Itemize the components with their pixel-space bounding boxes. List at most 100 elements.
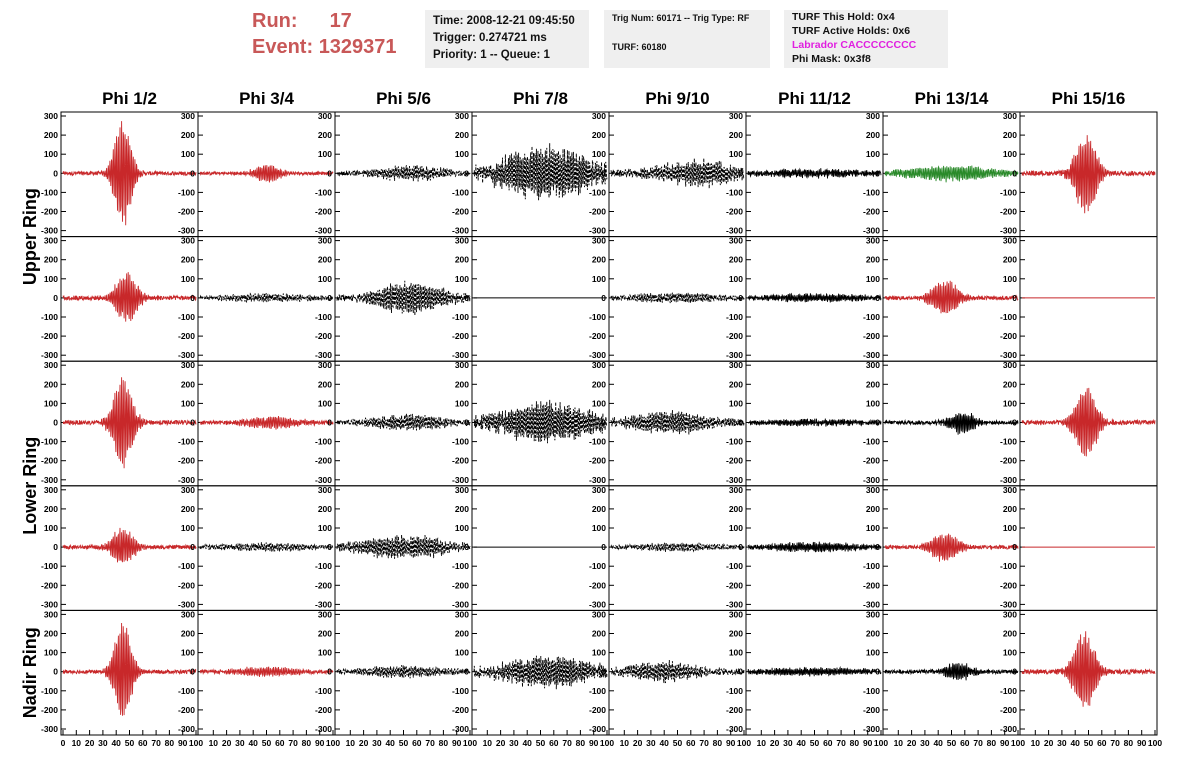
y-tick-label-r2-c0-3: 0 [53, 418, 58, 428]
run-row: Run: 17 [252, 8, 397, 34]
y-tick-label-r0-c2-5: 200 [318, 130, 332, 140]
column-header-8: Phi 15/16 [1052, 89, 1126, 108]
y-tick-label-r1-c7-5: 200 [1003, 255, 1017, 265]
y-tick-label-r3-c1-3: 0 [190, 542, 195, 552]
y-tick-label-r4-c5-1: -200 [726, 705, 743, 715]
y-tick-label-r4-c6-6: 300 [866, 609, 880, 619]
y-tick-label-r0-c0-3: 0 [53, 168, 58, 178]
y-tick-label-r4-c0-2: -100 [41, 686, 58, 696]
y-tick-label-r2-c5-6: 300 [729, 360, 743, 370]
y-tick-label-r3-c3-6: 300 [455, 485, 469, 495]
y-tick-label-r0-c1-2: -100 [178, 187, 195, 197]
x-tick-label-c3-4: 40 [522, 738, 532, 748]
waveform-r4-c3 [473, 655, 608, 690]
y-tick-label-r1-c3-1: -200 [452, 331, 469, 341]
y-tick-label-r3-c5-6: 300 [729, 485, 743, 495]
y-tick-label-r2-c6-5: 200 [866, 379, 880, 389]
x-tick-label-c1-10: 100 [326, 738, 340, 748]
y-tick-label-r0-c3-5: 200 [455, 130, 469, 140]
y-tick-label-r4-c2-5: 200 [318, 629, 332, 639]
y-tick-label-r1-c7-6: 300 [1003, 236, 1017, 246]
waveform-r0-c1 [199, 165, 334, 183]
panel-frame-r3-c7 [1019, 485, 1158, 611]
y-tick-label-r4-c2-3: 0 [327, 667, 332, 677]
y-tick-label-r0-c0-0: -300 [41, 226, 58, 236]
y-tick-label-r3-c2-1: -200 [315, 580, 332, 590]
y-tick-label-r0-c7-2: -100 [1000, 187, 1017, 197]
x-tick-label-c7-2: 20 [1044, 738, 1054, 748]
y-tick-label-r0-c2-1: -200 [315, 207, 332, 217]
waveform-r0-c3 [473, 143, 608, 201]
y-tick-label-r4-c2-0: -300 [315, 724, 332, 734]
y-tick-label-r3-c0-5: 200 [44, 504, 58, 514]
y-tick-label-r3-c6-4: 100 [866, 523, 880, 533]
waveform-r2-c6 [884, 412, 1019, 435]
y-tick-label-r1-c3-6: 300 [455, 236, 469, 246]
y-tick-label-r1-c4-5: 200 [592, 255, 606, 265]
x-tick-label-c3-1: 10 [483, 738, 493, 748]
waveform-r3-c1 [199, 541, 334, 553]
y-tick-label-r3-c3-3: 0 [464, 542, 469, 552]
run-event-info: Run: 17 Event: 1329371 [252, 8, 397, 60]
x-tick-label-c7-1: 10 [1031, 738, 1041, 748]
labrador-text: Labrador CACCCCCCCC [792, 39, 917, 51]
y-tick-label-r4-c7-1: -200 [1000, 705, 1017, 715]
y-tick-label-r1-c0-3: 0 [53, 293, 58, 303]
column-header-2: Phi 3/4 [239, 89, 294, 108]
x-tick-label-c4-7: 70 [699, 738, 709, 748]
x-tick-label-c0-8: 80 [165, 738, 175, 748]
x-tick-label-c0-3: 30 [98, 738, 108, 748]
y-tick-label-r1-c1-2: -100 [178, 312, 195, 322]
x-tick-label-c1-3: 30 [235, 738, 245, 748]
y-tick-label-r4-c5-2: -100 [726, 686, 743, 696]
y-tick-label-r2-c7-2: -100 [1000, 437, 1017, 447]
x-tick-label-c5-7: 70 [836, 738, 846, 748]
y-tick-label-r4-c3-4: 100 [455, 648, 469, 658]
y-tick-label-r1-c6-6: 300 [866, 236, 880, 246]
y-tick-label-r1-c0-2: -100 [41, 312, 58, 322]
y-tick-label-r0-c0-6: 300 [44, 111, 58, 121]
column-header-3: Phi 5/6 [376, 89, 431, 108]
y-tick-label-r1-c5-6: 300 [729, 236, 743, 246]
x-tick-label-c7-8: 80 [1124, 738, 1134, 748]
y-tick-label-r1-c2-6: 300 [318, 236, 332, 246]
event-row: Event: 1329371 [252, 34, 397, 60]
waveform-r3-c6 [884, 533, 1019, 562]
y-tick-label-r0-c5-6: 300 [729, 111, 743, 121]
waveform-r3-c0 [62, 527, 197, 563]
x-tick-label-c3-2: 20 [496, 738, 506, 748]
y-tick-label-r3-c6-1: -200 [863, 580, 880, 590]
y-tick-label-r0-c6-3: 0 [875, 168, 880, 178]
y-tick-label-r0-c1-6: 300 [181, 111, 195, 121]
y-tick-label-r4-c5-6: 300 [729, 609, 743, 619]
y-tick-label-r1-c2-5: 200 [318, 255, 332, 265]
y-tick-label-r0-c7-3: 0 [1012, 168, 1017, 178]
y-tick-label-r0-c4-1: -200 [589, 207, 606, 217]
y-tick-label-r1-c2-1: -200 [315, 331, 332, 341]
y-tick-label-r2-c0-2: -100 [41, 437, 58, 447]
y-tick-label-r4-c5-5: 200 [729, 629, 743, 639]
y-tick-label-r3-c0-6: 300 [44, 485, 58, 495]
y-tick-label-r3-c5-1: -200 [726, 580, 743, 590]
column-header-5: Phi 9/10 [645, 89, 709, 108]
y-tick-label-r2-c2-0: -300 [315, 475, 332, 485]
y-tick-label-r4-c6-4: 100 [866, 648, 880, 658]
y-tick-label-r1-c6-4: 100 [866, 274, 880, 284]
y-tick-label-r3-c7-2: -100 [1000, 561, 1017, 571]
y-tick-label-r1-c0-4: 100 [44, 274, 58, 284]
y-tick-label-r0-c7-5: 200 [1003, 130, 1017, 140]
y-tick-label-r2-c4-1: -200 [589, 456, 606, 466]
y-tick-label-r4-c7-0: -300 [1000, 724, 1017, 734]
y-tick-label-r4-c5-3: 0 [738, 667, 743, 677]
y-tick-label-r2-c6-2: -100 [863, 437, 880, 447]
y-tick-label-r2-c5-1: -200 [726, 456, 743, 466]
y-tick-label-r3-c6-6: 300 [866, 485, 880, 495]
y-tick-label-r4-c3-3: 0 [464, 667, 469, 677]
y-tick-label-r1-c1-0: -300 [178, 350, 195, 360]
y-tick-label-r2-c7-4: 100 [1003, 398, 1017, 408]
y-tick-label-r2-c6-0: -300 [863, 475, 880, 485]
y-tick-label-r2-c2-2: -100 [315, 437, 332, 447]
y-tick-label-r1-c7-4: 100 [1003, 274, 1017, 284]
x-tick-label-c0-2: 20 [85, 738, 95, 748]
